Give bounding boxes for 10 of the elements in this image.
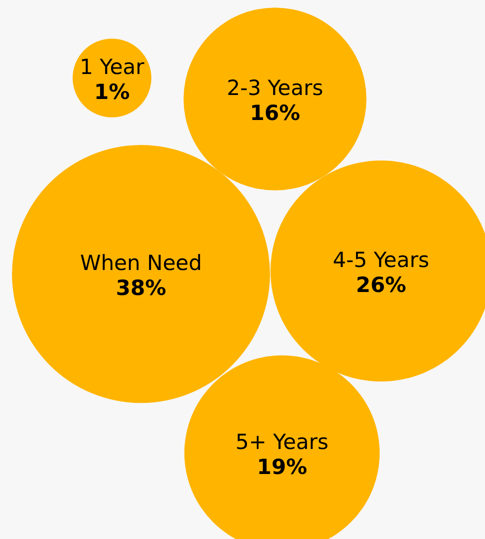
data-label: 19% [256,455,308,479]
data-label: 38% [116,276,166,300]
data-label: 1% [94,80,130,104]
category-label: 2-3 Years [226,76,324,100]
category-label: 5+ Years [235,430,329,454]
category-label: 4-5 Years [332,248,430,272]
category-label: 1 Year [80,55,145,79]
data-label: 16% [250,101,300,125]
data-label: 26% [356,273,406,297]
category-label: When Need [80,251,202,275]
